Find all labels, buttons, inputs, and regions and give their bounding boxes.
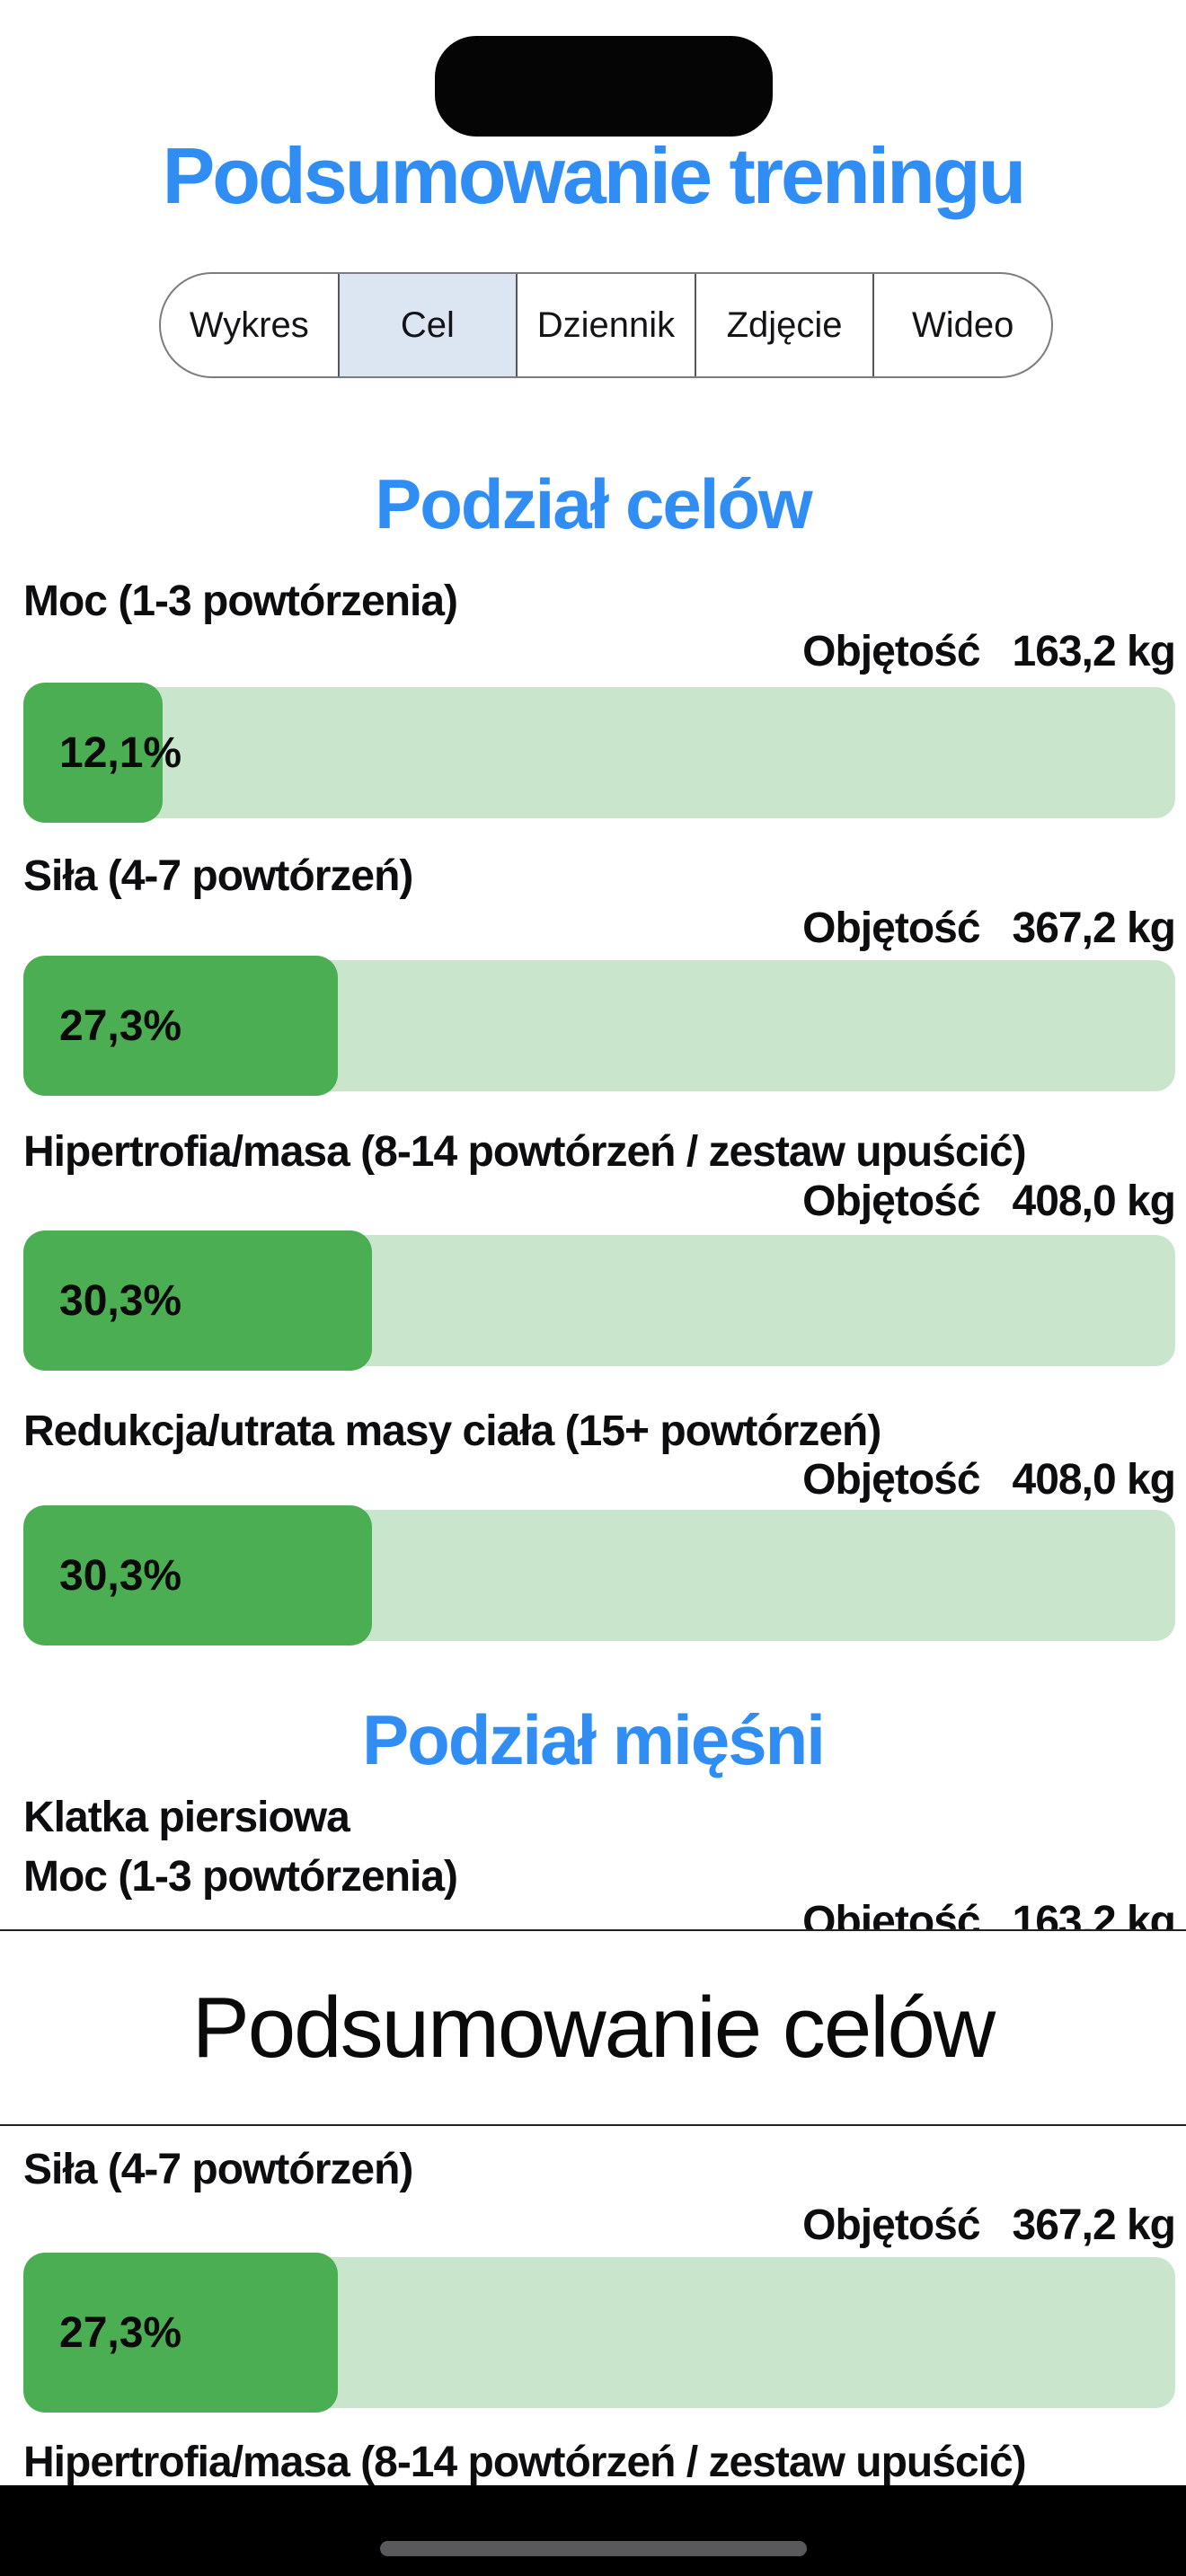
volume-line: Objętość 408,0 kg [802, 1455, 1176, 1505]
muscle-group-label: Klatka piersiowa [23, 1794, 350, 1841]
volume-label: Objętość [802, 628, 980, 675]
goals-summary-banner: Podsumowanie celów [0, 1929, 1186, 2126]
redacted-area [435, 36, 773, 137]
home-indicator[interactable] [380, 2541, 807, 2556]
progress-bar: 30,3% [23, 1231, 1175, 1371]
goal-row-label: Siła (4-7 powtórzeń) [23, 852, 413, 900]
volume-label: Objętość [802, 1178, 980, 1225]
progress-bar: 12,1% [23, 683, 1175, 823]
tab-dziennik[interactable]: Dziennik [516, 274, 695, 376]
volume-line: Objętość 367,2 kg [802, 904, 1176, 954]
bottom-bar [0, 2485, 1186, 2576]
goal-row-label: Hipertrofia/masa (8-14 powtórzeń / zesta… [23, 2439, 1027, 2486]
goal-row-label: Hipertrofia/masa (8-14 powtórzeń / zesta… [23, 1128, 1027, 1176]
tab-cel[interactable]: Cel [337, 274, 517, 376]
progress-bar: 27,3% [23, 956, 1175, 1096]
progress-fill: 27,3% [23, 956, 338, 1096]
goals-summary-title: Podsumowanie celów [191, 1979, 996, 2076]
progress-track [23, 687, 1175, 818]
tab-zdjecie[interactable]: Zdjęcie [694, 274, 873, 376]
volume-value: 408,0 kg [1012, 1456, 1176, 1504]
percent-label: 27,3% [59, 1001, 182, 1050]
goal-row-label: Siła (4-7 powtórzeń) [23, 2146, 413, 2193]
section-title-muscles: Podział mięśni [362, 1700, 826, 1779]
progress-fill: 30,3% [23, 1231, 373, 1371]
volume-value: 163,2 kg [1012, 628, 1176, 675]
goal-row-label: Redukcja/utrata masy ciała (15+ powtórze… [23, 1407, 881, 1455]
volume-value: 367,2 kg [1012, 2201, 1176, 2249]
tab-bar: Wykres Cel Dziennik Zdjęcie Wideo [159, 272, 1053, 378]
progress-fill: 12,1% [23, 683, 181, 823]
volume-line: Objętość 367,2 kg [802, 2201, 1176, 2251]
volume-label: Objętość [802, 1456, 980, 1504]
volume-line: Objętość 408,0 kg [802, 1177, 1176, 1227]
progress-fill: 30,3% [23, 1505, 373, 1645]
percent-label: 30,3% [59, 1276, 182, 1325]
section-title-goals: Podział celów [375, 464, 812, 543]
goal-row-label: Moc (1-3 powtórzenia) [23, 578, 458, 625]
volume-line: Objętość 163,2 kg [802, 627, 1176, 677]
tab-wideo[interactable]: Wideo [872, 274, 1051, 376]
goal-row-label: Moc (1-3 powtórzenia) [23, 1853, 458, 1901]
page-title: Podsumowanie treningu [162, 131, 1027, 220]
volume-label: Objętość [802, 2201, 980, 2249]
percent-label: 12,1% [59, 728, 182, 777]
progress-bar: 30,3% [23, 1505, 1175, 1645]
volume-value: 367,2 kg [1012, 904, 1176, 952]
progress-fill: 27,3% [23, 2253, 338, 2413]
percent-label: 30,3% [59, 1551, 182, 1600]
tab-wykres[interactable]: Wykres [161, 274, 338, 376]
volume-value: 408,0 kg [1012, 1178, 1176, 1225]
progress-bar: 27,3% [23, 2253, 1175, 2413]
volume-label: Objętość [802, 904, 980, 952]
percent-label: 27,3% [59, 2308, 182, 2357]
